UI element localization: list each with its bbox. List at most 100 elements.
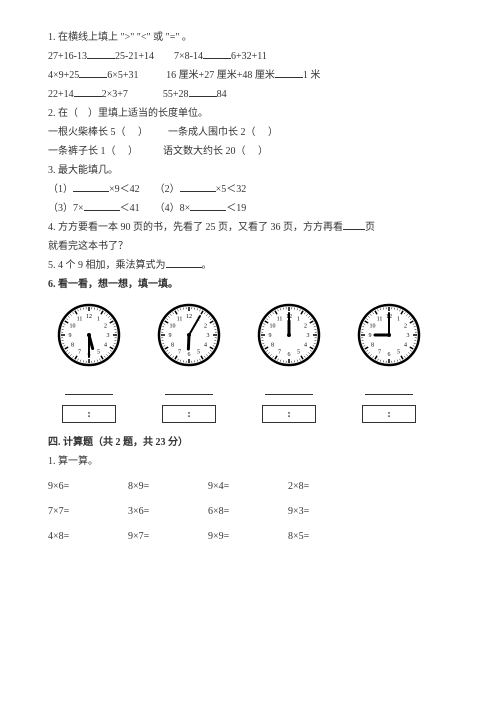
blank[interactable] xyxy=(79,67,107,78)
svg-text:12: 12 xyxy=(186,314,192,320)
svg-text:3: 3 xyxy=(307,333,310,339)
txt: 一条裤子长 1（ ） xyxy=(48,146,138,157)
clock-face: 121234567891011 xyxy=(354,300,424,370)
clock-time-box[interactable]: : xyxy=(162,405,216,423)
txt: 4. 方方要看一本 90 页的书，先看了 25 页，又看了 36 页，方方再看 xyxy=(48,222,343,233)
txt: ＜41 xyxy=(120,203,140,214)
clock-answer-line[interactable] xyxy=(165,380,213,395)
svg-text:11: 11 xyxy=(177,317,183,323)
svg-text:8: 8 xyxy=(71,343,74,349)
svg-text:10: 10 xyxy=(70,324,76,330)
calc-cell: 2×8= xyxy=(288,477,368,496)
clock-answer-line[interactable] xyxy=(265,380,313,395)
clock-column: 121234567891011 : xyxy=(354,300,424,423)
svg-text:9: 9 xyxy=(169,333,172,339)
blank[interactable] xyxy=(190,200,226,211)
q1-row3: 22+142×3+7 55+2884 xyxy=(48,85,452,104)
svg-text:6: 6 xyxy=(388,352,391,358)
svg-text:6: 6 xyxy=(188,352,191,358)
txt: 22+14 xyxy=(48,89,74,100)
svg-text:4: 4 xyxy=(204,343,207,349)
calc-cell: 9×7= xyxy=(128,527,208,546)
clock-face: 121234567891011 xyxy=(54,300,124,370)
section4-title: 四. 计算题（共 2 题，共 23 分） xyxy=(48,433,452,452)
svg-text:7: 7 xyxy=(278,349,281,355)
blank[interactable] xyxy=(166,257,202,268)
txt: 语文数大约长 20（ ） xyxy=(163,146,268,157)
txt: 84 xyxy=(217,89,227,100)
txt: 一条成人围巾长 2（ ） xyxy=(168,127,278,138)
clock-face: 121234567891011 xyxy=(254,300,324,370)
clock-time-box[interactable]: : xyxy=(262,405,316,423)
txt: （3）7× xyxy=(48,203,84,214)
txt: ×9＜42 xyxy=(109,184,140,195)
svg-text:1: 1 xyxy=(397,317,400,323)
blank[interactable] xyxy=(84,200,120,211)
q3-title: 3. 最大能填几。 xyxy=(48,161,452,180)
calc-title: 1. 算一算。 xyxy=(48,452,452,471)
svg-text:4: 4 xyxy=(404,343,407,349)
svg-text:5: 5 xyxy=(197,349,200,355)
clock-column: 121234567891011 : xyxy=(154,300,224,423)
q1-title: 1. 在横线上填上 ">" "<" 或 "=" 。 xyxy=(48,28,452,47)
svg-text:3: 3 xyxy=(207,333,210,339)
svg-text:9: 9 xyxy=(269,333,272,339)
q2-row1: 一根火柴棒长 5（ ） 一条成人围巾长 2（ ） xyxy=(48,123,452,142)
blank[interactable] xyxy=(343,219,365,230)
svg-text:5: 5 xyxy=(397,349,400,355)
svg-text:3: 3 xyxy=(107,333,110,339)
svg-text:2: 2 xyxy=(104,324,107,330)
calc-cell: 4×8= xyxy=(48,527,128,546)
svg-text:2: 2 xyxy=(204,324,207,330)
q3-row1: （1）×9＜42 （2）×5＜32 xyxy=(48,180,452,199)
txt: 6×5+31 xyxy=(107,70,138,81)
txt: 7×8-14 xyxy=(174,51,203,62)
svg-text:8: 8 xyxy=(171,343,174,349)
svg-text:4: 4 xyxy=(304,343,307,349)
txt: （4）8× xyxy=(155,203,191,214)
q5: 5. 4 个 9 相加，乘法算式为。 xyxy=(48,256,452,275)
blank[interactable] xyxy=(275,67,303,78)
txt: 27+16-13 xyxy=(48,51,87,62)
svg-text:10: 10 xyxy=(370,324,376,330)
svg-text:7: 7 xyxy=(178,349,181,355)
clock-column: 121234567891011 : xyxy=(254,300,324,423)
txt: （2） xyxy=(155,184,180,195)
blank[interactable] xyxy=(87,48,115,59)
txt: 16 厘米+27 厘米+48 厘米 xyxy=(166,70,275,81)
svg-text:12: 12 xyxy=(86,314,92,320)
calc-cell: 9×3= xyxy=(288,502,368,521)
blank[interactable] xyxy=(203,48,231,59)
q4-line1: 4. 方方要看一本 90 页的书，先看了 25 页，又看了 36 页，方方再看页 xyxy=(48,218,452,237)
q3-row2: （3）7× ＜41 （4）8× ＜19 xyxy=(48,199,452,218)
svg-text:10: 10 xyxy=(170,324,176,330)
svg-text:8: 8 xyxy=(271,343,274,349)
svg-text:2: 2 xyxy=(404,324,407,330)
clock-time-box[interactable]: : xyxy=(362,405,416,423)
svg-text:11: 11 xyxy=(377,317,383,323)
blank[interactable] xyxy=(73,181,109,192)
txt: 2×3+7 xyxy=(102,89,128,100)
svg-text:2: 2 xyxy=(304,324,307,330)
clock-answer-line[interactable] xyxy=(365,380,413,395)
blank[interactable] xyxy=(180,181,216,192)
clock-face: 121234567891011 xyxy=(154,300,224,370)
txt: 25-21+14 xyxy=(115,51,154,62)
svg-text:7: 7 xyxy=(378,349,381,355)
clocks-row: 121234567891011 : 121234567891011 : 1212… xyxy=(48,300,452,423)
svg-text:1: 1 xyxy=(297,317,300,323)
clock-answer-line[interactable] xyxy=(65,380,113,395)
txt: 。 xyxy=(202,260,212,271)
blank[interactable] xyxy=(74,86,102,97)
calc-cell: 7×7= xyxy=(48,502,128,521)
clock-time-box[interactable]: : xyxy=(62,405,116,423)
svg-text:6: 6 xyxy=(288,352,291,358)
svg-text:11: 11 xyxy=(277,317,283,323)
svg-text:9: 9 xyxy=(369,333,372,339)
txt: ＜19 xyxy=(226,203,246,214)
worksheet-page: 1. 在横线上填上 ">" "<" 或 "=" 。 27+16-13 25-21+… xyxy=(0,0,500,707)
calc-cell: 6×8= xyxy=(208,502,288,521)
blank[interactable] xyxy=(189,86,217,97)
q2-title: 2. 在（ ）里填上适当的长度单位。 xyxy=(48,104,452,123)
calc-cell: 8×5= xyxy=(288,527,368,546)
